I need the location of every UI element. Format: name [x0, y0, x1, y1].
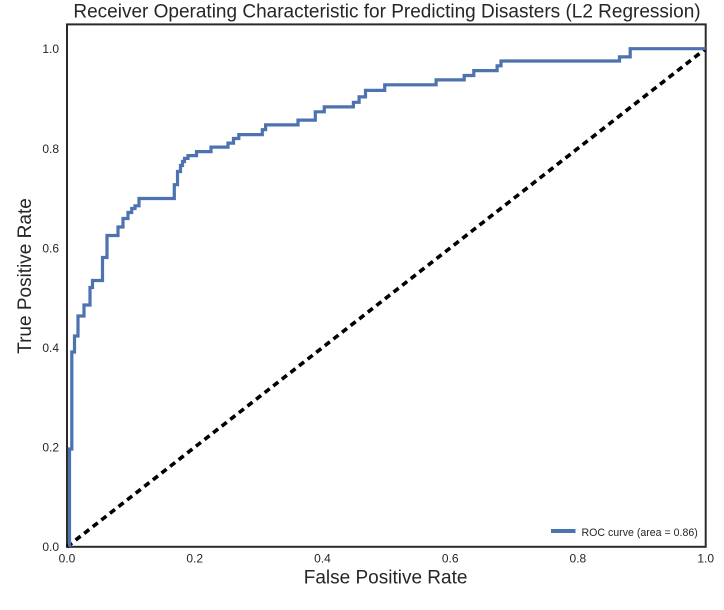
svg-text:0.6: 0.6 [42, 242, 59, 256]
svg-text:0.6: 0.6 [442, 552, 459, 566]
svg-text:1.0: 1.0 [42, 42, 59, 56]
svg-text:ROC curve (area = 0.86): ROC curve (area = 0.86) [582, 527, 698, 539]
svg-text:True Positive Rate: True Positive Rate [15, 198, 36, 354]
svg-text:0.0: 0.0 [59, 552, 76, 566]
svg-text:1.0: 1.0 [697, 552, 714, 566]
svg-text:0.4: 0.4 [42, 341, 59, 355]
svg-text:0.2: 0.2 [186, 552, 203, 566]
svg-text:False Positive Rate: False Positive Rate [304, 567, 468, 588]
svg-text:Receiver Operating Characteris: Receiver Operating Characteristic for Pr… [73, 2, 700, 23]
svg-text:0.8: 0.8 [570, 552, 587, 566]
svg-text:0.8: 0.8 [42, 142, 59, 156]
svg-text:0.4: 0.4 [314, 552, 331, 566]
svg-text:0.0: 0.0 [42, 540, 59, 554]
svg-text:0.2: 0.2 [42, 441, 59, 455]
